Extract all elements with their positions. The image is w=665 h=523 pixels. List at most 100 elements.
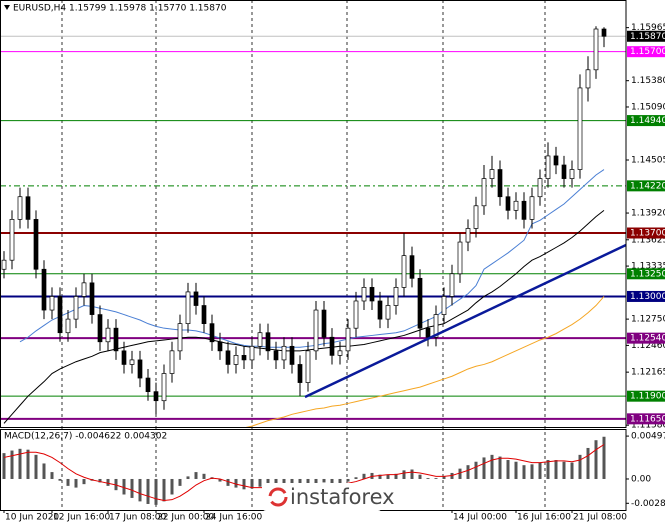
candle-body xyxy=(433,314,439,338)
macd-bar xyxy=(58,478,62,481)
candle-body xyxy=(417,277,423,329)
candle-body xyxy=(281,345,287,361)
candle-body xyxy=(17,196,23,220)
macd-bar xyxy=(154,478,158,505)
level-label: 1.12540 xyxy=(630,334,665,344)
watermark-bg xyxy=(262,483,382,511)
candle-body xyxy=(129,359,135,365)
macd-bar xyxy=(562,461,566,479)
candle-body xyxy=(545,155,551,179)
candle-body xyxy=(193,291,199,306)
macd-bar xyxy=(386,474,390,479)
level-label-bg xyxy=(627,413,665,425)
macd-bar xyxy=(530,464,534,479)
candle-body xyxy=(161,373,167,402)
level-label: 1.13700 xyxy=(630,228,665,238)
macd-bar xyxy=(578,454,582,479)
macd-bar xyxy=(218,478,222,482)
candle-body xyxy=(513,200,519,211)
level-label: 1.14220 xyxy=(630,181,665,191)
macd-bar xyxy=(330,478,334,485)
macd-bar xyxy=(338,478,342,485)
macd-bar xyxy=(378,474,382,479)
macd-bar xyxy=(106,478,110,486)
candle-body xyxy=(249,345,255,361)
macd-bar xyxy=(434,478,438,479)
candle-body xyxy=(345,327,351,352)
macd-bar xyxy=(42,463,46,479)
candle-body xyxy=(169,350,175,374)
candle-body xyxy=(377,300,383,320)
level-label-bg xyxy=(627,268,665,280)
candle-body xyxy=(497,169,503,198)
candle-body xyxy=(41,268,47,311)
candle-body xyxy=(561,164,567,179)
candle-body xyxy=(385,305,391,320)
candle-body xyxy=(465,228,471,243)
candle-body xyxy=(9,219,15,261)
candle-body xyxy=(593,28,599,71)
candle-body xyxy=(81,282,87,297)
candle-body xyxy=(585,69,591,89)
candle-body xyxy=(401,255,407,288)
moving-average xyxy=(245,296,605,427)
candle-body xyxy=(241,355,247,361)
level-label-bg xyxy=(627,180,665,192)
candle-body xyxy=(121,350,127,365)
chart-title: EURUSD,H4 1.15799 1.15978 1.15770 1.1587… xyxy=(13,4,227,14)
macd-bar xyxy=(146,478,150,504)
macd-bar xyxy=(474,461,478,479)
macd-bar xyxy=(442,476,446,479)
macd-bar xyxy=(346,478,350,482)
level-label: 1.13000 xyxy=(630,292,665,302)
candle-body xyxy=(569,169,575,179)
macd-bar xyxy=(130,478,134,498)
y-tick-label: 1.12165 xyxy=(631,368,665,378)
macd-bar xyxy=(122,478,126,495)
macd-bar xyxy=(554,460,558,479)
macd-bar xyxy=(178,478,182,486)
candle-body xyxy=(409,255,415,279)
y-tick-label: 1.15965 xyxy=(631,23,665,33)
y-tick-label: 0.00 xyxy=(631,474,651,484)
macd-bar xyxy=(490,454,494,479)
macd-bar xyxy=(594,440,598,479)
candle-body xyxy=(153,391,159,402)
macd-bar xyxy=(570,462,574,479)
current-price-label: 1.15870 xyxy=(630,32,665,42)
level-label-bg xyxy=(627,390,665,402)
macd-bar xyxy=(514,461,518,479)
x-tick-label: 14 Jul 00:00 xyxy=(453,513,507,523)
candle-body xyxy=(425,327,431,338)
x-tick-label: 10 Jun 2020 xyxy=(5,513,59,523)
candle-body xyxy=(337,350,343,356)
candle-body xyxy=(233,355,239,365)
candle-body xyxy=(217,341,223,352)
level-label: 1.11650 xyxy=(630,414,665,424)
macd-bar xyxy=(402,470,406,479)
level-label-bg xyxy=(627,290,665,302)
candle-body xyxy=(529,196,535,220)
candle-body xyxy=(353,300,359,329)
macd-bar xyxy=(98,478,102,483)
macd-title: MACD(12,26,7) -0.004622 0.004302 xyxy=(4,432,167,442)
candle-body xyxy=(601,28,607,37)
candle-body xyxy=(521,200,527,220)
macd-bar xyxy=(226,478,230,486)
x-tick-label: 17 Jun 08:00 xyxy=(109,513,166,523)
candle-body xyxy=(273,350,279,361)
macd-bar xyxy=(74,478,78,488)
macd-bar xyxy=(394,473,398,479)
y-tick-label: 1.13920 xyxy=(631,209,665,219)
macd-bar xyxy=(234,478,238,488)
candle-body xyxy=(201,305,207,324)
candle-body xyxy=(577,87,583,170)
candle-body xyxy=(33,219,39,270)
macd-bar xyxy=(458,468,462,479)
y-tick-label: 0.004977 xyxy=(631,432,665,442)
macd-bar xyxy=(266,478,270,487)
macd-bar xyxy=(362,473,366,479)
candle-body xyxy=(97,314,103,343)
candle-body xyxy=(481,178,487,207)
x-tick-label: 12 Jun 16:00 xyxy=(53,513,110,523)
